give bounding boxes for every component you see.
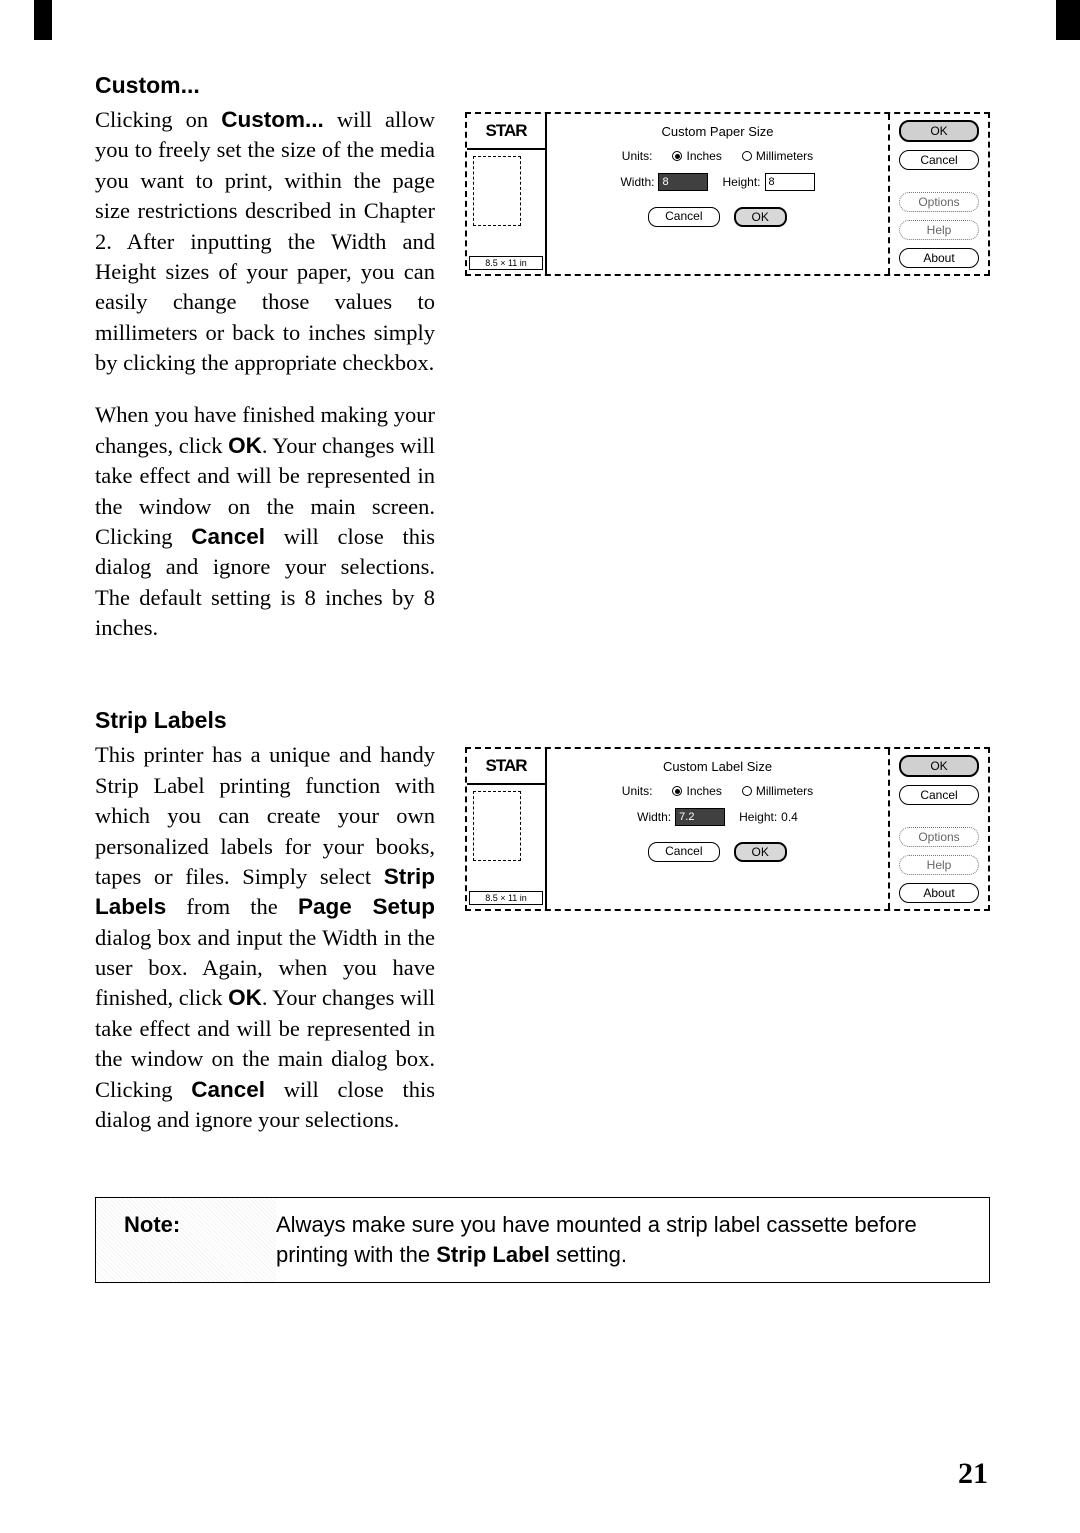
height-input[interactable]: 8 (765, 173, 815, 191)
section-custom-text: Custom... Clicking on Custom... will all… (95, 70, 435, 665)
height-readonly: 0.4 (781, 810, 798, 824)
radio-dot-icon (742, 151, 752, 161)
radio-inches[interactable]: Inches (672, 784, 721, 798)
dialog-title: Custom Label Size (557, 759, 878, 774)
width-height-row: Width:8 Height:8 (557, 173, 878, 191)
height-field: Height:8 (722, 173, 814, 191)
heading-custom: Custom... (95, 70, 435, 101)
units-row: Units: Inches Millimeters (557, 149, 878, 163)
inner-cancel-button[interactable]: Cancel (648, 207, 719, 227)
width-height-row: Width:7.2 Height:0.4 (557, 808, 878, 826)
scan-mark-top-right (1056, 0, 1080, 40)
custom-paper-dialog: STAR 8.5 × 11 in Custom Paper Size Units… (465, 112, 990, 276)
para-custom-2: When you have finished making your chang… (95, 400, 435, 643)
star-logo: STAR (467, 749, 545, 785)
figure-custom-paper-dialog: STAR 8.5 × 11 in Custom Paper Size Units… (465, 70, 990, 665)
inner-button-row: Cancel OK (557, 842, 878, 862)
section-strip-labels: Strip Labels This printer has a unique a… (95, 705, 990, 1157)
inner-ok-button[interactable]: OK (734, 842, 787, 862)
side-cancel-button[interactable]: Cancel (899, 785, 979, 805)
side-help-button[interactable]: Help (899, 220, 979, 240)
side-cancel-button[interactable]: Cancel (899, 150, 979, 170)
inner-cancel-button[interactable]: Cancel (648, 842, 719, 862)
para-strip-labels: This printer has a unique and handy Stri… (95, 740, 435, 1135)
radio-inches[interactable]: Inches (672, 149, 721, 163)
dialog-preview-pane: STAR 8.5 × 11 in (467, 749, 547, 909)
inner-ok-button[interactable]: OK (734, 207, 787, 227)
dialog-side-pane: OK Cancel Options Help About (890, 749, 988, 909)
dialog-main-pane: Custom Label Size Units: Inches Millimet… (547, 749, 890, 909)
dialog-main-pane: Custom Paper Size Units: Inches Millimet… (547, 114, 890, 274)
figure-custom-label-dialog: STAR 8.5 × 11 in Custom Label Size Units… (465, 705, 990, 1157)
preview-size-label: 8.5 × 11 in (469, 891, 543, 905)
page-preview (467, 150, 545, 254)
side-options-button[interactable]: Options (899, 827, 979, 847)
custom-label-dialog: STAR 8.5 × 11 in Custom Label Size Units… (465, 747, 990, 911)
page-preview (467, 785, 545, 889)
radio-dot-icon (672, 786, 682, 796)
radio-dot-icon (742, 786, 752, 796)
dialog-side-pane: OK Cancel Options Help About (890, 114, 988, 274)
side-about-button[interactable]: About (899, 883, 979, 903)
note-box: Note: Always make sure you have mounted … (95, 1197, 990, 1282)
inner-button-row: Cancel OK (557, 207, 878, 227)
note-label: Note: (96, 1198, 276, 1281)
side-about-button[interactable]: About (899, 248, 979, 268)
height-field: Height:0.4 (739, 810, 798, 824)
scan-mark-top-left (34, 0, 52, 40)
para-custom-1: Clicking on Custom... will allow you to … (95, 105, 435, 378)
page-number: 21 (958, 1457, 988, 1491)
dialog-title: Custom Paper Size (557, 124, 878, 139)
width-input[interactable]: 8 (658, 173, 708, 191)
preview-size-label: 8.5 × 11 in (469, 256, 543, 270)
star-logo: STAR (467, 114, 545, 150)
heading-strip-labels: Strip Labels (95, 705, 435, 736)
section-custom: Custom... Clicking on Custom... will all… (95, 70, 990, 665)
width-field: Width:8 (620, 173, 708, 191)
side-ok-button[interactable]: OK (899, 120, 979, 142)
radio-dot-icon (672, 151, 682, 161)
side-ok-button[interactable]: OK (899, 755, 979, 777)
dialog-preview-pane: STAR 8.5 × 11 in (467, 114, 547, 274)
radio-millimeters[interactable]: Millimeters (742, 149, 813, 163)
note-text: Always make sure you have mounted a stri… (276, 1198, 989, 1281)
units-row: Units: Inches Millimeters (557, 784, 878, 798)
side-help-button[interactable]: Help (899, 855, 979, 875)
radio-millimeters[interactable]: Millimeters (742, 784, 813, 798)
side-options-button[interactable]: Options (899, 192, 979, 212)
width-input[interactable]: 7.2 (675, 808, 725, 826)
width-field: Width:7.2 (637, 808, 725, 826)
section-strip-labels-text: Strip Labels This printer has a unique a… (95, 705, 435, 1157)
